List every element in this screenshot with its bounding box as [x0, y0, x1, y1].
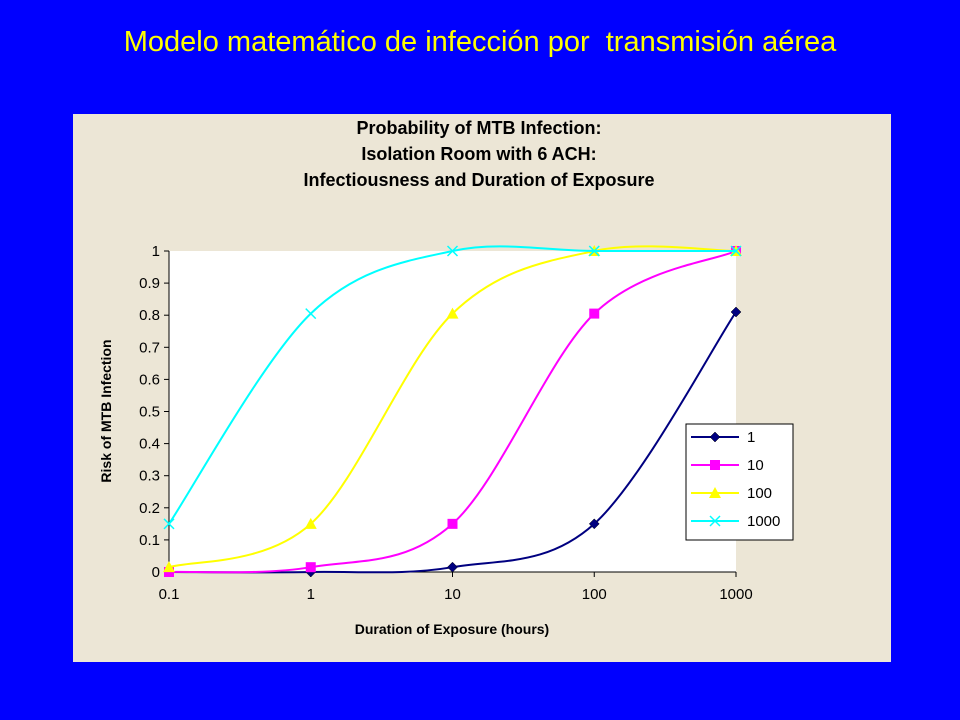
x-tick-label: 1 — [307, 586, 315, 603]
data-point-1-10 — [447, 561, 458, 573]
legend-marker-1 — [709, 431, 721, 443]
y-axis-label: Risk of MTB Infection — [98, 339, 114, 482]
y-tick-label: 1 — [152, 243, 160, 260]
data-point-1000-100 — [588, 245, 600, 257]
data-point-1000-1000 — [730, 245, 742, 257]
legend-marker-10 — [710, 460, 720, 470]
x-tick-label: 10 — [444, 586, 461, 603]
data-point-1-1000 — [730, 306, 742, 318]
data-point-10-10 — [447, 518, 458, 529]
data-point-10-100 — [589, 308, 600, 319]
y-tick-label: 0.7 — [139, 339, 160, 356]
x-axis-ticks: 0.1 1 10 100 1000 — [159, 572, 753, 603]
series-1000 — [163, 245, 742, 530]
series-line-100 — [168, 245, 737, 569]
legend-label-100: 100 — [747, 485, 772, 502]
x-axis-label: Duration of Exposure (hours) — [355, 621, 549, 637]
plot-area — [169, 251, 736, 572]
y-tick-label: 0.6 — [139, 371, 160, 388]
legend-label-1000: 1000 — [747, 513, 780, 530]
x-tick-label: 1000 — [719, 586, 752, 603]
legend: 1 10 100 1000 — [691, 429, 780, 530]
data-point-10-1 — [305, 562, 316, 573]
y-tick-label: 0.8 — [139, 307, 160, 324]
y-tick-label: 0.2 — [139, 500, 160, 517]
chart: Probability of MTB Infection: Isolation … — [98, 118, 794, 637]
chart-panel: Probability of MTB Infection: Isolation … — [73, 114, 891, 662]
data-point-1000-1 — [305, 308, 317, 320]
data-point-1000-10 — [446, 245, 459, 257]
series-line-10 — [168, 250, 737, 574]
series-line-1000 — [168, 245, 736, 525]
legend-marker-100 — [709, 487, 721, 498]
x-tick-label: 100 — [582, 586, 607, 603]
data-point-1000-0.1 — [163, 518, 175, 530]
y-tick-label: 0 — [152, 564, 160, 581]
chart-title-line-1: Probability of MTB Infection: — [357, 118, 602, 138]
x-tick-label: 0.1 — [159, 586, 180, 603]
chart-title-line-2: Isolation Room with 6 ACH: — [361, 144, 596, 164]
y-tick-label: 0.3 — [139, 468, 160, 485]
data-point-1-100 — [588, 518, 600, 530]
y-tick-label: 0.5 — [139, 404, 160, 421]
series-line-1 — [168, 311, 737, 574]
y-axis-ticks: 0 0.1 0.2 0.3 0.4 0.5 0.6 0.7 0.8 0.9 1 — [139, 243, 169, 581]
slide-title: Modelo matemático de infección por trans… — [123, 26, 837, 58]
legend-marker-1000 — [709, 515, 721, 527]
y-tick-label: 0.9 — [139, 275, 160, 292]
chart-title-line-3: Infectiousness and Duration of Exposure — [303, 170, 654, 190]
series-layer — [163, 245, 742, 578]
y-tick-label: 0.4 — [139, 436, 160, 453]
legend-label-10: 10 — [747, 457, 764, 474]
y-tick-label: 0.1 — [139, 532, 160, 549]
legend-label-1: 1 — [747, 429, 755, 446]
data-point-100-0.1 — [163, 561, 175, 573]
data-point-100-1 — [304, 517, 317, 529]
data-point-100-10 — [446, 307, 459, 319]
